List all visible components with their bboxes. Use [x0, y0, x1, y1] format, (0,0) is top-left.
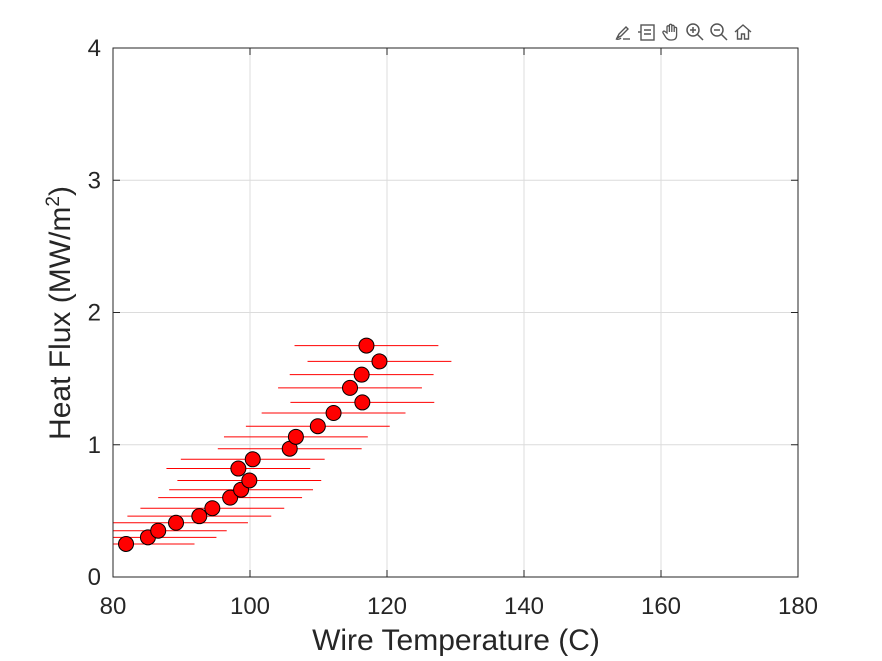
x-tick-label: 140 — [504, 593, 544, 620]
zoom-out-button[interactable] — [708, 20, 730, 44]
y-axis-label: Heat Flux (MW/m2) — [43, 186, 77, 440]
data-point — [230, 460, 247, 477]
y-axis-label-end: ) — [44, 186, 77, 196]
datatip-button[interactable] — [636, 20, 658, 44]
zoom-out-icon — [710, 23, 728, 41]
x-axis-label: Wire Temperature (C) — [312, 624, 600, 657]
data-point — [353, 366, 370, 383]
y-axis-label-main: Heat Flux (MW/m — [44, 207, 77, 440]
data-point — [241, 472, 258, 489]
pan-hand-icon — [662, 23, 678, 41]
data-point — [354, 394, 371, 411]
y-tick-label: 1 — [88, 432, 101, 459]
y-tick-label: 4 — [88, 35, 101, 62]
data-point — [222, 489, 239, 506]
x-tick-label: 120 — [367, 593, 407, 620]
data-point — [309, 418, 326, 435]
data-point — [168, 514, 185, 531]
zoom-in-icon — [686, 23, 704, 41]
axis-ticks — [112, 47, 799, 578]
data-point — [191, 508, 208, 525]
data-point — [150, 522, 167, 539]
data-point — [287, 428, 304, 445]
data-point — [118, 535, 135, 552]
data-point — [371, 353, 388, 370]
data-point — [342, 379, 359, 396]
brush-button[interactable] — [612, 20, 634, 44]
y-tick-label: 2 — [88, 300, 101, 327]
data-point — [204, 500, 221, 517]
brush-icon — [615, 26, 630, 41]
home-icon — [734, 24, 752, 40]
datatip-icon — [638, 24, 655, 41]
x-tick-label: 180 — [778, 593, 818, 620]
home-button[interactable] — [732, 20, 754, 44]
x-tick-labels: 80 100 120 140 160 180 — [100, 593, 818, 620]
data-point — [358, 337, 375, 354]
y-tick-labels: 0 1 2 3 4 — [88, 35, 101, 591]
pan-button[interactable] — [660, 20, 682, 44]
data-point — [244, 451, 261, 468]
x-tick-label: 160 — [641, 593, 681, 620]
zoom-in-button[interactable] — [684, 20, 706, 44]
y-tick-label: 3 — [88, 167, 101, 194]
data-points — [118, 337, 388, 552]
y-tick-label: 0 — [88, 564, 101, 591]
data-point — [325, 405, 342, 422]
grid-lines — [113, 48, 798, 577]
y-axis-label-superscript: 2 — [43, 196, 64, 207]
x-tick-label: 80 — [100, 593, 127, 620]
axes-toolbar — [612, 18, 754, 46]
x-tick-label: 100 — [230, 593, 270, 620]
